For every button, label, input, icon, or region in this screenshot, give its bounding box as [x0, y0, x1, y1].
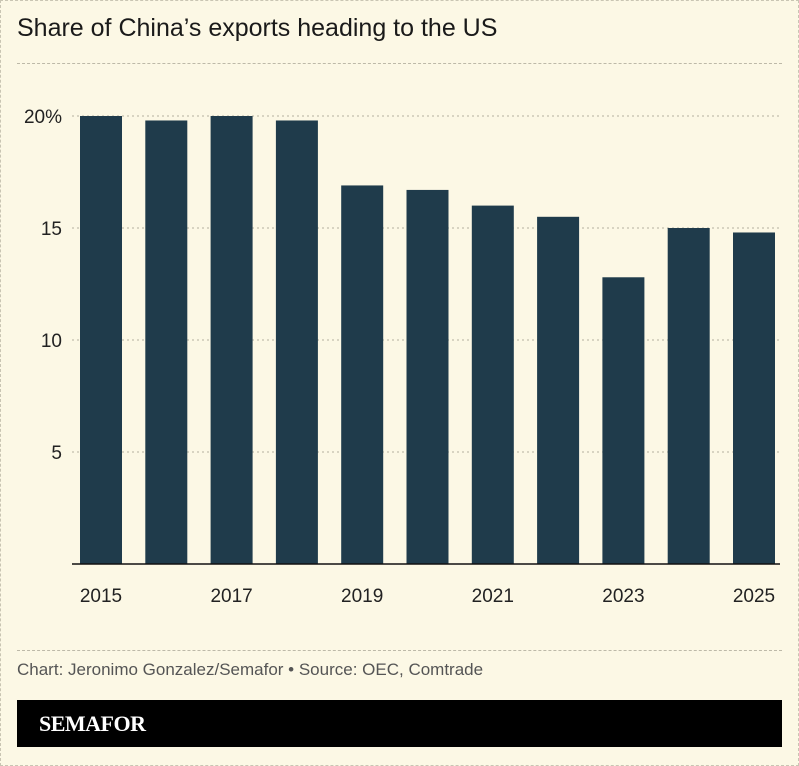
x-tick-label: 2021: [472, 586, 514, 607]
bar-2016: [145, 120, 188, 564]
semafor-logo: SEMAFOR: [39, 711, 146, 736]
x-tick-label: 2015: [80, 586, 122, 607]
bar-2021: [471, 205, 514, 564]
y-tick-label: 15: [41, 219, 62, 240]
source-credit: Chart: Jeronimo Gonzalez/Semafor • Sourc…: [17, 660, 484, 679]
y-tick-label: 20%: [24, 107, 62, 128]
y-tick-label: 5: [51, 443, 62, 464]
chart-title: Share of China’s exports heading to the …: [17, 14, 498, 42]
x-tick-label: 2023: [602, 586, 644, 607]
bar-2019: [341, 185, 384, 564]
semafor-logo-bar: SEMAFOR: [17, 700, 782, 747]
bar-2024: [667, 228, 710, 564]
bar-2017: [210, 116, 253, 564]
divider: [17, 650, 782, 651]
bar-2015: [80, 116, 122, 564]
bar-2023: [602, 277, 645, 564]
bar-2020: [406, 189, 449, 565]
bar-2025: [733, 232, 775, 565]
x-tick-label: 2017: [210, 586, 252, 607]
bar-2018: [275, 120, 318, 564]
divider: [17, 63, 782, 64]
y-tick-label: 10: [41, 331, 62, 352]
x-tick-label: 2025: [733, 586, 775, 607]
bar-2022: [537, 216, 580, 565]
bar-chart: 5 10 15 20% 2015 2017 2019 2021 2023 2025: [24, 107, 780, 607]
x-tick-label: 2019: [341, 586, 383, 607]
